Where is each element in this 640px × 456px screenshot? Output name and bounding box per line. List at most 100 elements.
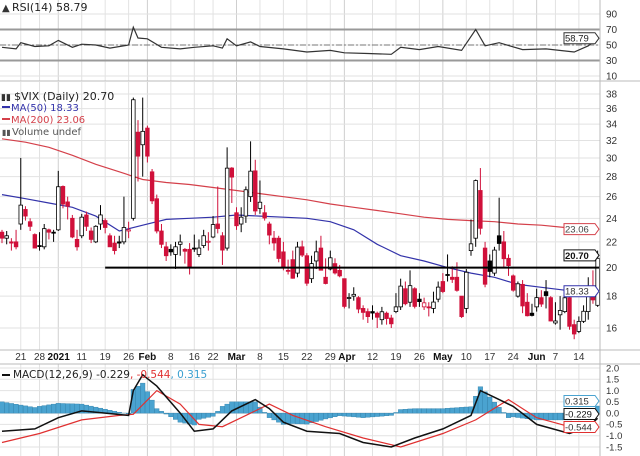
x-tick-label: 28 xyxy=(34,352,46,363)
candle-body xyxy=(84,214,89,227)
price-panel: 38 36 34 32 30 28 26 24 22 20 18 16 xyxy=(0,90,618,340)
grid xyxy=(0,0,600,456)
candle-body xyxy=(126,229,131,232)
candle-body xyxy=(276,237,281,259)
candle-body xyxy=(37,245,42,247)
candle-body xyxy=(210,224,216,238)
macd-histogram-bar xyxy=(459,407,465,414)
candle-body xyxy=(356,297,361,310)
macd-histogram-bar xyxy=(379,412,385,417)
candle-body xyxy=(407,285,413,303)
rsi-legend: ▲ RSI(14) 58.79 xyxy=(2,1,87,14)
x-tick-label: 19 xyxy=(100,352,112,363)
candle-body xyxy=(253,170,258,212)
macd-histogram-bar xyxy=(168,412,174,417)
macd-histogram-bar xyxy=(4,402,10,414)
candle-body xyxy=(149,171,155,202)
macd-histogram-bar xyxy=(313,412,319,422)
macd-histogram-bar xyxy=(173,412,179,420)
candle-body xyxy=(571,324,577,335)
candle-body xyxy=(267,223,272,236)
price-tick-label: 32 xyxy=(606,136,618,147)
price-tick-label: 36 xyxy=(606,104,618,115)
candle-body xyxy=(421,302,427,308)
candle-body xyxy=(440,281,446,292)
macd-histogram-bar xyxy=(158,411,164,414)
candle-body xyxy=(32,234,38,249)
price-tick-label: 38 xyxy=(606,90,618,101)
candle-body xyxy=(0,231,5,239)
candle-body xyxy=(478,190,483,229)
candle-body xyxy=(88,230,94,240)
macd-histogram-bar xyxy=(510,412,516,418)
candle-body xyxy=(529,312,535,316)
macd-histogram-bar xyxy=(426,408,432,414)
candle-body xyxy=(417,298,422,303)
x-tick-label: 8 xyxy=(168,352,174,363)
hist-value-tag: 0.315 xyxy=(563,395,600,408)
candle-body xyxy=(257,201,263,209)
x-tick-label: 7 xyxy=(553,352,559,363)
candle-body xyxy=(290,259,295,279)
macd-title-main: MACD(12,26,9) -0.229 xyxy=(13,369,130,381)
rsi-title: RSI(14) 58.79 xyxy=(12,1,87,14)
macd-histogram-bar xyxy=(384,412,390,416)
last-price-tag-text: 20.70 xyxy=(565,251,589,262)
candle-body xyxy=(501,241,507,260)
macd-tick-label: 1.5 xyxy=(606,375,619,386)
macd-legend: MACD(12,26,9) -0.229, -0.544, 0.315 xyxy=(2,369,207,381)
candle-body xyxy=(248,170,253,198)
candle-body xyxy=(323,276,328,284)
candle-body xyxy=(581,310,586,322)
candle-body xyxy=(379,311,385,321)
macd-tick-label: -1.5 xyxy=(606,442,622,453)
price-tick-label: 30 xyxy=(606,153,618,164)
macd-histogram-bar xyxy=(196,412,202,420)
rsi-line xyxy=(1,25,598,55)
candle-body xyxy=(459,295,464,317)
x-tick-label: 2021 xyxy=(48,352,71,363)
candle-body xyxy=(192,247,197,250)
candle-body xyxy=(370,311,375,314)
candle-body xyxy=(562,297,567,312)
macd-histogram-bar xyxy=(351,412,357,418)
rsi-value-tag: 58.79 xyxy=(563,32,600,45)
last-price-tag: 20.70 xyxy=(563,249,600,262)
candle-body xyxy=(18,204,23,225)
macd-histogram-bar xyxy=(116,412,122,414)
candle-body xyxy=(450,276,455,280)
candle-body xyxy=(473,180,478,239)
candle-body xyxy=(243,189,249,217)
candle-body xyxy=(496,235,502,244)
x-tick-label: 24 xyxy=(508,352,520,363)
macd-histogram-bar xyxy=(205,412,211,418)
macd-histogram-bar xyxy=(393,412,399,414)
x-tick-label: 17 xyxy=(484,352,496,363)
x-tick-label: Jun xyxy=(528,352,546,363)
candle-icon: ▮▮ xyxy=(1,93,11,103)
price-tick-label: 22 xyxy=(606,237,618,248)
candle-body xyxy=(337,269,342,277)
hist-tag-text: 0.315 xyxy=(565,397,589,408)
macd-histogram-bar xyxy=(46,404,52,414)
macd-histogram-bar xyxy=(27,406,33,414)
x-tick-label: 11 xyxy=(77,352,88,363)
candle-body xyxy=(65,201,70,207)
candle-body xyxy=(229,167,235,178)
macd-histogram-bar xyxy=(294,412,300,424)
macd-histogram-bar xyxy=(374,412,380,417)
macd-histogram-bar xyxy=(355,412,361,418)
candle-body xyxy=(567,297,572,327)
x-tick-label: 21 xyxy=(15,352,27,363)
macd-histogram-bar xyxy=(398,409,404,414)
macd-histogram-bar xyxy=(557,412,563,421)
macd-histogram-bar xyxy=(51,403,57,414)
candle-body xyxy=(70,217,75,238)
candle-body xyxy=(492,249,497,274)
candle-body xyxy=(520,283,525,307)
candle-body xyxy=(431,301,436,309)
rsi-icon: ▲ xyxy=(2,3,10,14)
candle-body xyxy=(318,247,324,271)
macd-histogram-bar xyxy=(412,408,418,414)
